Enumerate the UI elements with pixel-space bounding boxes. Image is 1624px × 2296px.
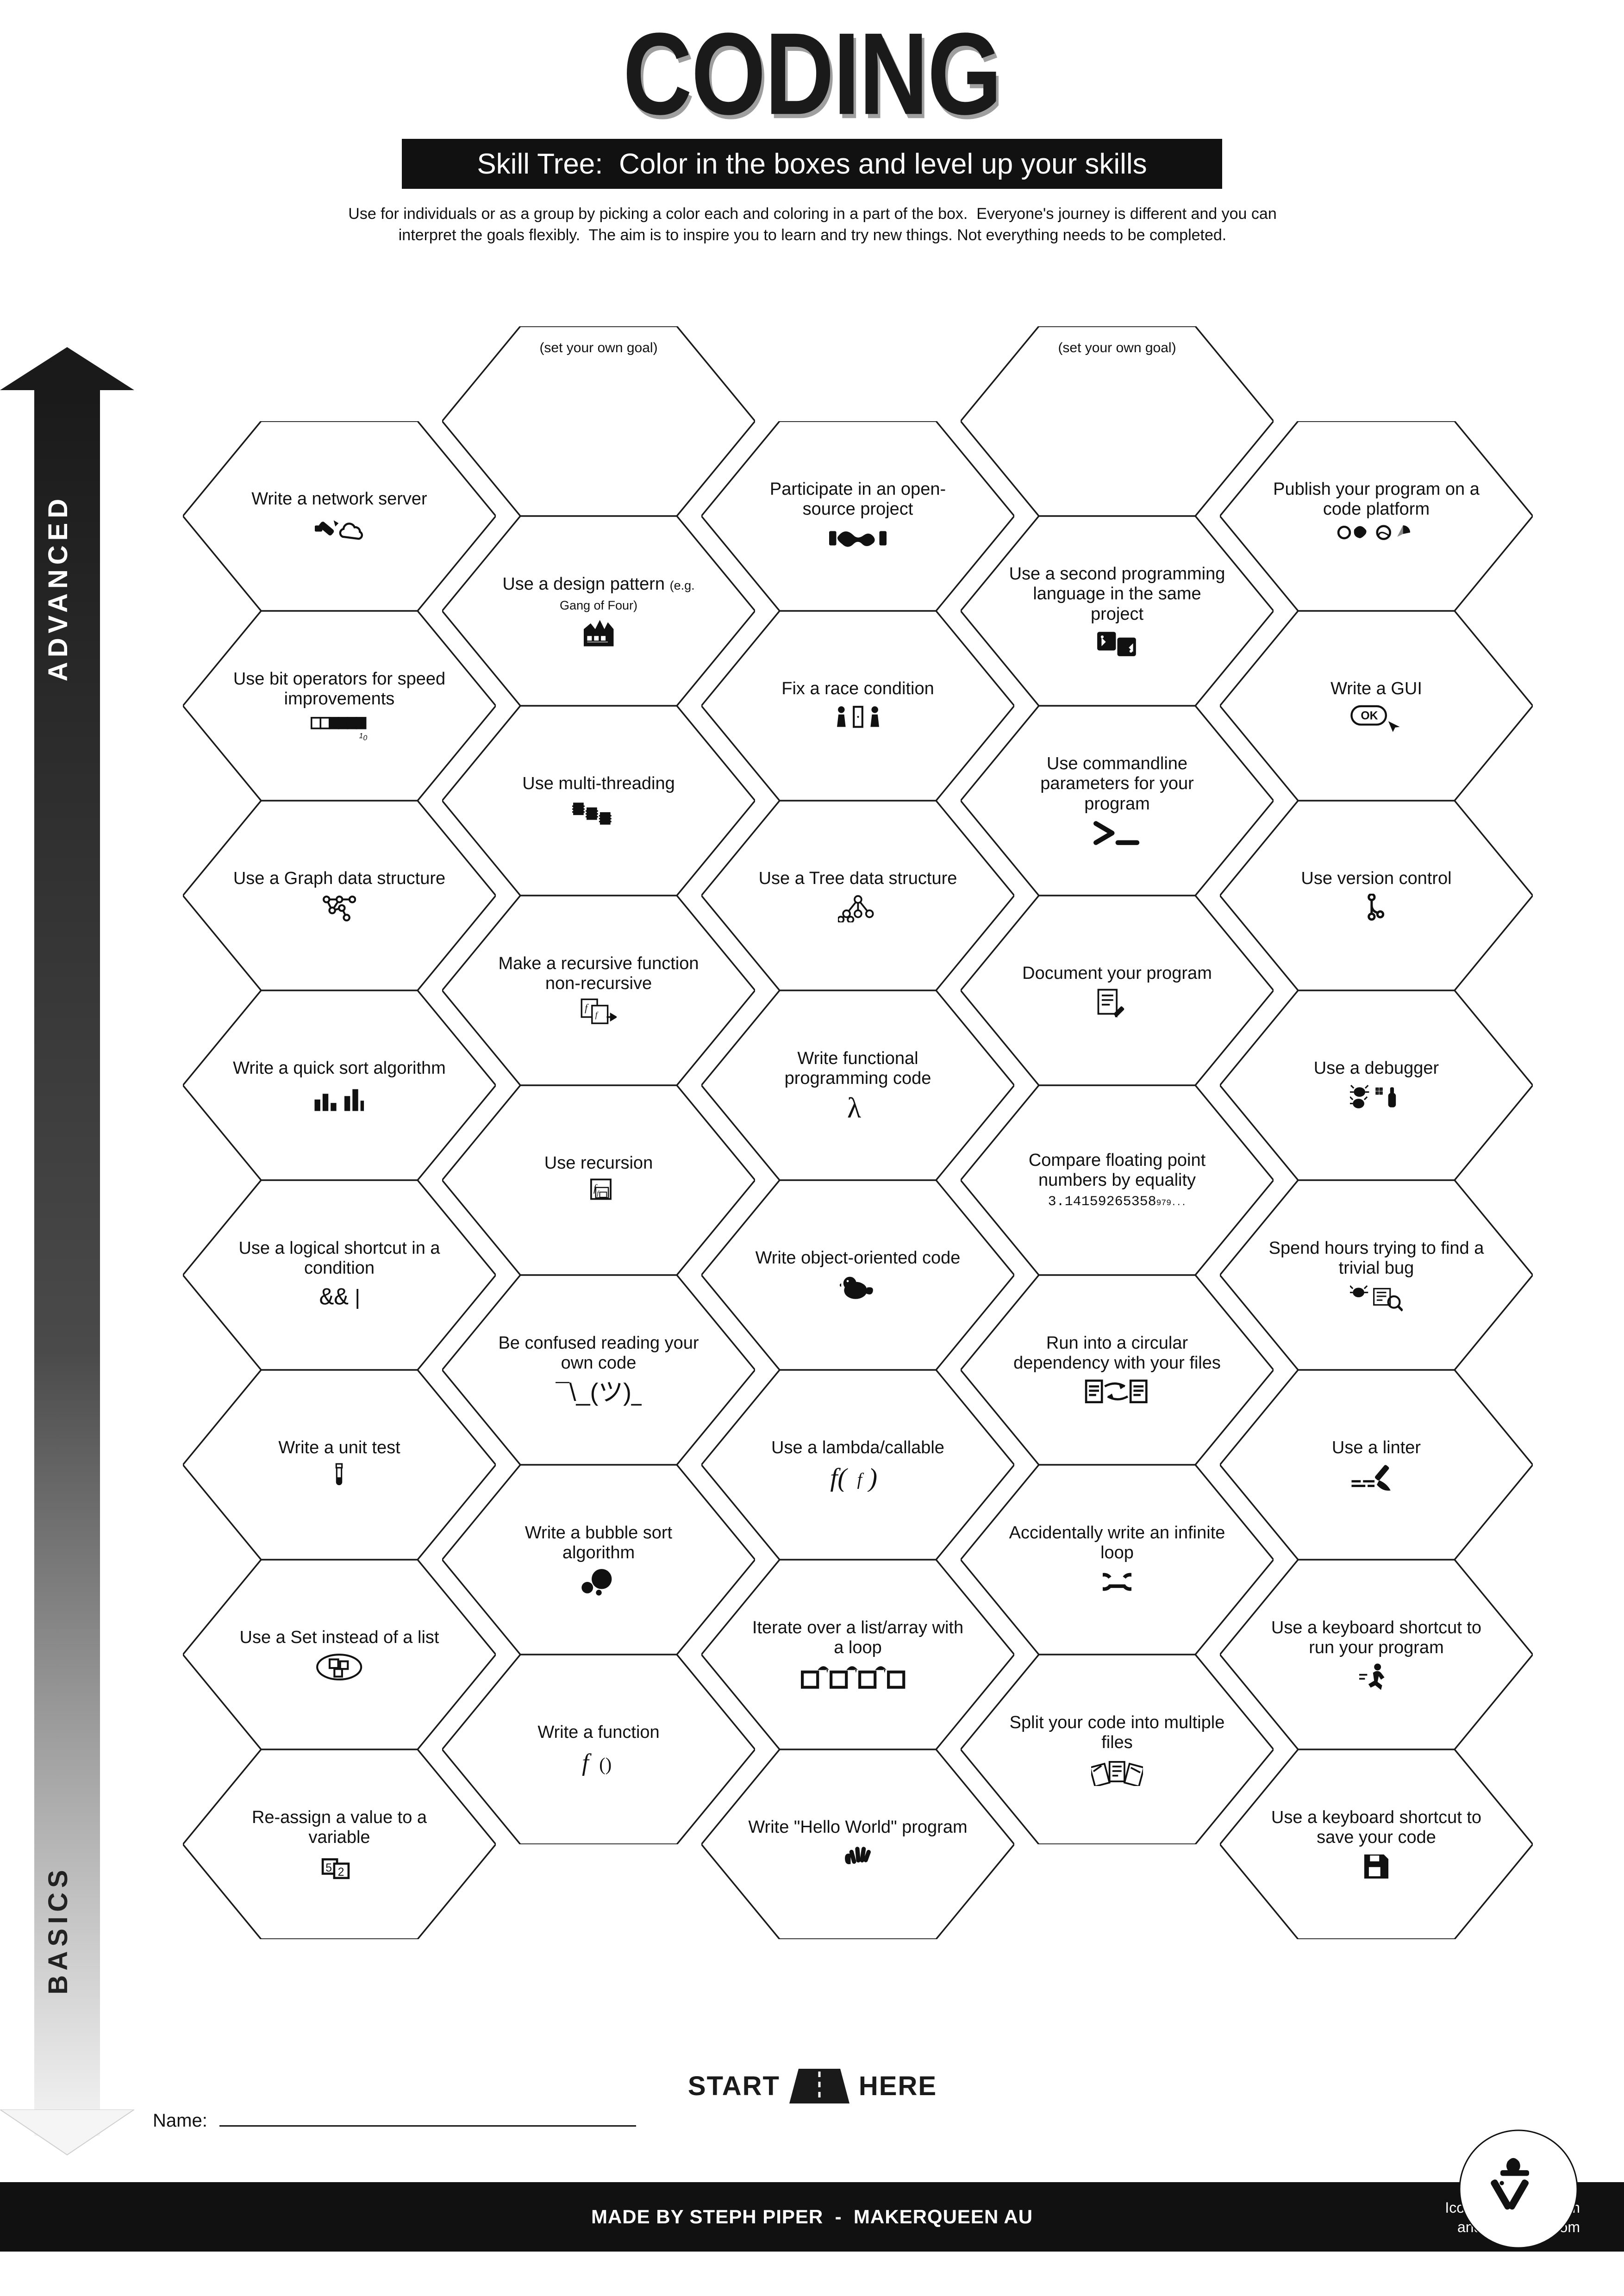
svg-text:ADVANCED: ADVANCED — [43, 494, 73, 681]
svg-text:0: 0 — [341, 719, 345, 728]
svg-text:OK: OK — [1361, 709, 1378, 722]
svg-text:f: f — [857, 1470, 864, 1489]
svg-text:f(: f( — [830, 1463, 848, 1492]
svg-text:f: f — [597, 1190, 600, 1197]
svg-text:0: 0 — [363, 734, 367, 742]
svg-text:¯\_(ツ)_/¯: ¯\_(ツ)_/¯ — [556, 1379, 642, 1406]
svg-text:BASICS: BASICS — [43, 1865, 73, 1994]
svg-text:2: 2 — [338, 1866, 344, 1879]
svg-text:|: | — [351, 1287, 361, 1311]
svg-text:5: 5 — [326, 1862, 332, 1874]
svg-text:f: f — [585, 1002, 589, 1014]
svg-text:1: 1 — [332, 719, 337, 728]
svg-text:f: f — [582, 1749, 592, 1776]
svg-text:λ: λ — [847, 1093, 861, 1122]
svg-text:&&: && — [319, 1284, 349, 1312]
svg-text:(): () — [600, 1754, 612, 1774]
svg-text:0: 0 — [359, 719, 363, 728]
svg-text:): ) — [867, 1463, 877, 1492]
svg-text:1: 1 — [350, 719, 355, 728]
svg-text:1: 1 — [359, 732, 363, 740]
